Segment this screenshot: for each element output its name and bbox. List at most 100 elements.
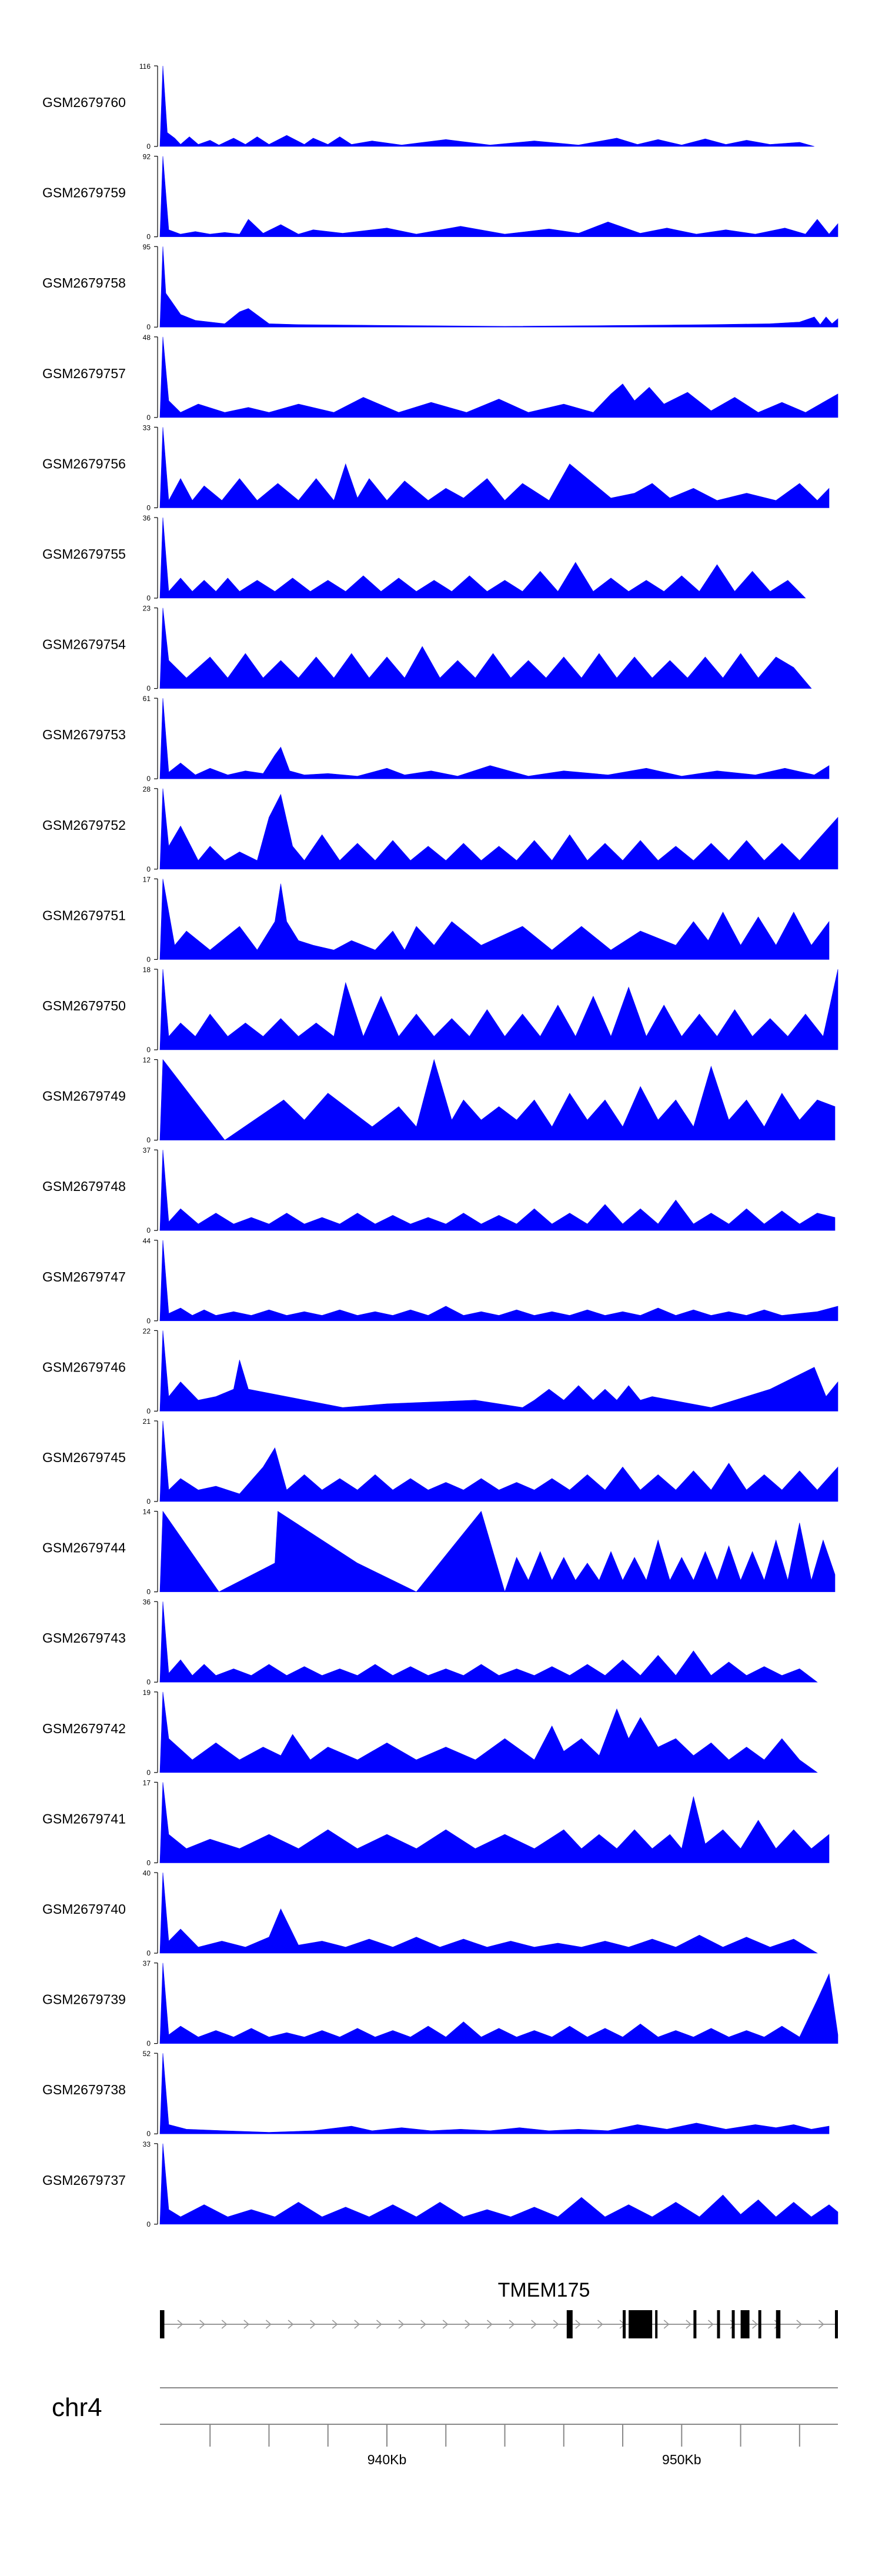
y-min-label: 0	[146, 594, 151, 602]
track-GSM2679747: GSM2679747 44 0	[42, 1237, 838, 1325]
track-label: GSM2679746	[42, 1359, 126, 1374]
y-min-label: 0	[146, 1407, 151, 1415]
y-max-label: 37	[143, 1960, 151, 1968]
chromosome-ideogram: chr4	[52, 2387, 838, 2422]
coverage-area	[159, 1420, 838, 1502]
track-GSM2679760: GSM2679760 116 0	[42, 62, 814, 151]
track-GSM2679755: GSM2679755 36 0	[42, 514, 806, 602]
y-max-label: 40	[143, 1869, 151, 1877]
track-label: GSM2679756	[42, 456, 126, 471]
strand-arrow	[663, 2320, 670, 2329]
gene-exon	[629, 2310, 653, 2338]
track-GSM2679738: GSM2679738 52 0	[42, 2050, 830, 2138]
y-max-label: 36	[143, 1598, 151, 1606]
gene-exon	[693, 2310, 697, 2338]
y-max-label: 12	[143, 1056, 151, 1065]
track-GSM2679739: GSM2679739 37 0	[42, 1960, 838, 2048]
coverage-area	[159, 1601, 818, 1683]
track-label: GSM2679740	[42, 1901, 126, 1917]
coverage-area	[159, 246, 838, 328]
strand-arrow	[442, 2320, 449, 2329]
strand-arrow	[288, 2320, 294, 2329]
strand-arrow	[509, 2320, 515, 2329]
strand-arrow	[420, 2320, 426, 2329]
y-max-label: 44	[143, 1237, 151, 1245]
coverage-area	[159, 65, 814, 147]
y-max-label: 52	[143, 2050, 151, 2058]
coverage-area	[159, 1510, 836, 1593]
y-min-label: 0	[146, 1226, 151, 1234]
chromosome-label: chr4	[52, 2393, 102, 2422]
strand-arrow	[243, 2320, 250, 2329]
strand-arrow	[221, 2320, 228, 2329]
track-label: GSM2679751	[42, 907, 126, 923]
y-max-label: 37	[143, 1146, 151, 1154]
y-min-label: 0	[146, 2220, 151, 2228]
track-GSM2679742: GSM2679742 19 0	[42, 1689, 818, 1777]
axis-tick-label: 940Kb	[368, 2452, 407, 2467]
coverage-area	[159, 1330, 838, 1412]
strand-arrow	[707, 2320, 714, 2329]
coverage-area	[159, 1782, 830, 1863]
track-label: GSM2679742	[42, 1721, 126, 1736]
y-min-label: 0	[146, 142, 151, 151]
y-min-label: 0	[146, 1858, 151, 1867]
coverage-area	[159, 517, 806, 599]
track-label: GSM2679757	[42, 366, 126, 381]
gene-exon	[731, 2310, 735, 2338]
gene-exon	[160, 2310, 165, 2338]
track-label: GSM2679739	[42, 1992, 126, 2007]
y-max-label: 21	[143, 1417, 151, 1426]
strand-arrow	[265, 2320, 272, 2329]
track-label: GSM2679758	[42, 275, 126, 291]
strand-arrow	[575, 2320, 582, 2329]
gene-exon	[717, 2310, 720, 2338]
gene-exon	[566, 2310, 573, 2338]
y-min-label: 0	[146, 1497, 151, 1506]
y-min-label: 0	[146, 1317, 151, 1325]
y-min-label: 0	[146, 503, 151, 512]
coverage-area	[159, 1872, 818, 1954]
strand-arrow	[531, 2320, 537, 2329]
track-label: GSM2679747	[42, 1269, 126, 1284]
track-label: GSM2679750	[42, 998, 126, 1013]
y-min-label: 0	[146, 865, 151, 873]
strand-arrow	[752, 2320, 758, 2329]
track-GSM2679751: GSM2679751 17 0	[42, 875, 830, 963]
y-max-label: 33	[143, 2140, 151, 2148]
track-label: GSM2679737	[42, 2173, 126, 2188]
gene-label: TMEM175	[498, 2279, 590, 2301]
track-label: GSM2679753	[42, 727, 126, 742]
track-label: GSM2679745	[42, 1450, 126, 1465]
strand-arrow	[354, 2320, 360, 2329]
strand-arrow	[310, 2320, 316, 2329]
y-min-label: 0	[146, 2130, 151, 2138]
strand-arrow	[796, 2320, 803, 2329]
strand-arrow	[398, 2320, 405, 2329]
gene-exon	[740, 2310, 750, 2338]
strand-arrow	[486, 2320, 493, 2329]
track-GSM2679745: GSM2679745 21 0	[42, 1417, 838, 1506]
y-max-label: 92	[143, 153, 151, 161]
coverage-area	[159, 1691, 818, 1773]
gene-track: TMEM175	[160, 2279, 838, 2338]
track-label: GSM2679752	[42, 817, 126, 833]
y-min-label: 0	[146, 1046, 151, 1054]
track-label: GSM2679738	[42, 2082, 126, 2097]
y-min-label: 0	[146, 955, 151, 963]
track-label: GSM2679760	[42, 95, 126, 110]
track-label: GSM2679743	[42, 1630, 126, 1646]
coverage-area	[159, 2143, 838, 2225]
y-max-label: 14	[143, 1508, 151, 1516]
track-GSM2679754: GSM2679754 23 0	[42, 605, 812, 693]
y-max-label: 17	[143, 875, 151, 883]
track-label: GSM2679744	[42, 1540, 126, 1556]
y-min-label: 0	[146, 775, 151, 783]
strand-arrow	[177, 2320, 183, 2329]
strand-arrow	[332, 2320, 338, 2329]
track-GSM2679756: GSM2679756 33 0	[42, 423, 830, 512]
track-GSM2679744: GSM2679744 14 0	[42, 1508, 836, 1596]
track-label: GSM2679749	[42, 1089, 126, 1104]
y-min-label: 0	[146, 685, 151, 693]
